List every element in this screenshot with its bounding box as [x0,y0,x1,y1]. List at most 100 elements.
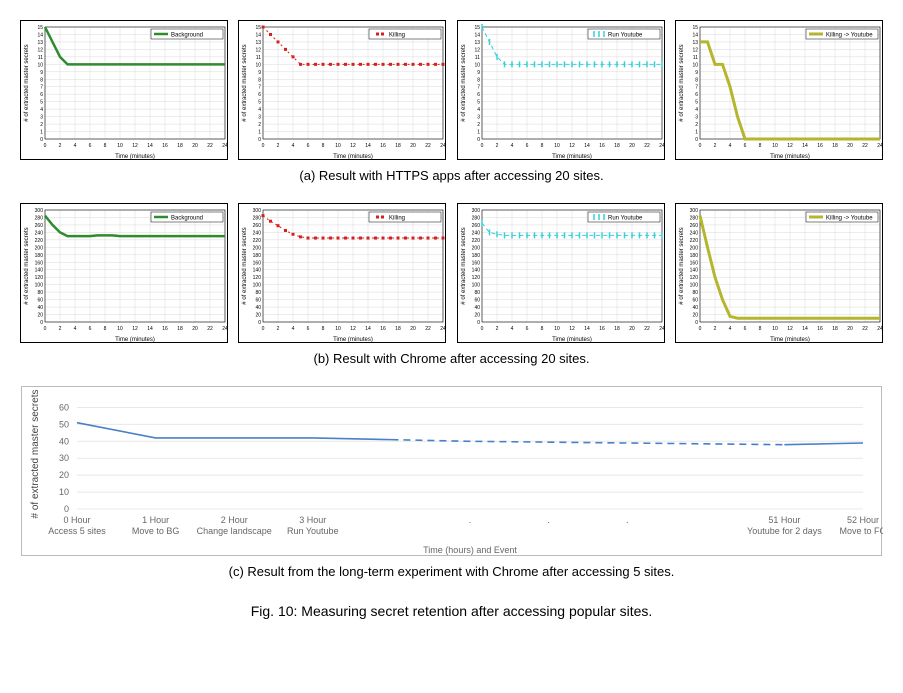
svg-text:6: 6 [89,326,92,332]
figure-container: 0123456789101112131415024681012141618202… [20,20,883,619]
svg-text:10: 10 [554,143,560,149]
svg-text:12: 12 [132,326,138,332]
svg-text:20: 20 [629,326,635,332]
svg-text:180: 180 [253,253,262,259]
svg-text:22: 22 [426,143,432,149]
svg-text:18: 18 [832,326,838,332]
svg-text:22: 22 [207,326,213,332]
svg-text:8: 8 [104,143,107,149]
svg-text:5: 5 [259,100,262,106]
svg-text:7: 7 [40,85,43,91]
svg-text:140: 140 [253,268,262,274]
svg-text:180: 180 [35,253,44,259]
svg-text:4: 4 [510,326,513,332]
svg-text:12: 12 [37,47,43,53]
svg-text:300: 300 [253,208,262,214]
svg-text:# of extracted master secrets: # of extracted master secrets [461,227,467,304]
svg-text:14: 14 [147,143,153,149]
svg-text:220: 220 [471,238,480,244]
svg-text:18: 18 [614,143,620,149]
svg-text:Time (minutes): Time (minutes) [770,337,810,343]
svg-text:180: 180 [471,253,480,259]
svg-text:15: 15 [37,25,43,31]
svg-text:120: 120 [471,275,480,281]
svg-text:4: 4 [729,143,732,149]
svg-text:20: 20 [847,326,853,332]
svg-text:22: 22 [862,143,868,149]
svg-text:12: 12 [351,143,357,149]
svg-text:240: 240 [471,230,480,236]
row-a-panel-1: 0123456789101112131415024681012141618202… [238,20,446,160]
svg-text:80: 80 [474,290,480,296]
svg-text:60: 60 [692,298,698,304]
svg-text:2: 2 [40,122,43,128]
svg-text:24: 24 [222,326,228,332]
svg-text:12: 12 [132,143,138,149]
svg-text:0: 0 [44,326,47,332]
svg-text:15: 15 [692,25,698,31]
svg-text:# of extracted master secrets: # of extracted master secrets [30,390,41,519]
svg-text:16: 16 [162,143,168,149]
svg-text:40: 40 [37,305,43,311]
svg-text:# of extracted master secrets: # of extracted master secrets [461,44,467,121]
svg-text:280: 280 [35,215,44,221]
svg-text:260: 260 [35,223,44,229]
svg-text:1: 1 [477,130,480,136]
svg-text:200: 200 [471,245,480,251]
svg-text:240: 240 [35,230,44,236]
svg-text:12: 12 [787,326,793,332]
svg-text:10: 10 [336,143,342,149]
svg-text:4: 4 [292,143,295,149]
svg-text:3 Hour: 3 Hour [299,515,326,525]
svg-text:10: 10 [256,62,262,68]
svg-text:1: 1 [259,130,262,136]
svg-text:8: 8 [695,77,698,83]
svg-text:10: 10 [117,326,123,332]
svg-text:8: 8 [759,326,762,332]
svg-text:3: 3 [695,115,698,121]
svg-text:240: 240 [690,230,699,236]
row-b-panel-3: 0204060801001201401601802002202402602803… [675,203,883,343]
svg-text:Move to FG: Move to FG [839,526,883,536]
svg-text:Time (hours) and Event: Time (hours) and Event [423,545,517,555]
svg-text:# of extracted master secrets: # of extracted master secrets [679,227,685,304]
svg-text:52 Hour: 52 Hour [847,515,879,525]
svg-text:6: 6 [89,143,92,149]
caption-b: (b) Result with Chrome after accessing 2… [20,351,883,366]
svg-text:10: 10 [474,62,480,68]
svg-text:11: 11 [693,55,698,61]
svg-text:# of extracted master secrets: # of extracted master secrets [242,227,248,304]
svg-text:2: 2 [259,122,262,128]
svg-text:0: 0 [480,326,483,332]
row-a-panel-3: 0123456789101112131415024681012141618202… [675,20,883,160]
svg-text:160: 160 [690,260,699,266]
svg-text:180: 180 [690,253,699,259]
svg-text:60: 60 [474,298,480,304]
row-b-panel-1: 0204060801001201401601802002202402602803… [238,203,446,343]
svg-text:Killing -> Youtube: Killing -> Youtube [826,33,873,39]
svg-text:18: 18 [832,143,838,149]
svg-text:6: 6 [307,326,310,332]
caption-a: (a) Result with HTTPS apps after accessi… [20,168,883,183]
svg-text:10: 10 [554,326,560,332]
svg-text:4: 4 [477,107,480,113]
svg-text:14: 14 [802,143,808,149]
svg-text:100: 100 [253,283,262,289]
svg-text:160: 160 [471,260,480,266]
svg-text:7: 7 [695,85,698,91]
svg-text:# of extracted master secrets: # of extracted master secrets [24,227,30,304]
svg-text:22: 22 [862,326,868,332]
svg-text:24: 24 [222,143,228,149]
svg-text:11: 11 [256,55,261,61]
svg-text:# of extracted master secrets: # of extracted master secrets [679,44,685,121]
svg-text:24: 24 [877,326,883,332]
svg-text:6: 6 [307,143,310,149]
svg-text:220: 220 [690,238,699,244]
svg-text:12: 12 [256,47,262,53]
svg-text:14: 14 [474,32,480,38]
svg-text:16: 16 [817,326,823,332]
svg-text:9: 9 [259,70,262,76]
svg-text:260: 260 [690,223,699,229]
svg-text:5: 5 [695,100,698,106]
svg-text:11: 11 [474,55,479,61]
